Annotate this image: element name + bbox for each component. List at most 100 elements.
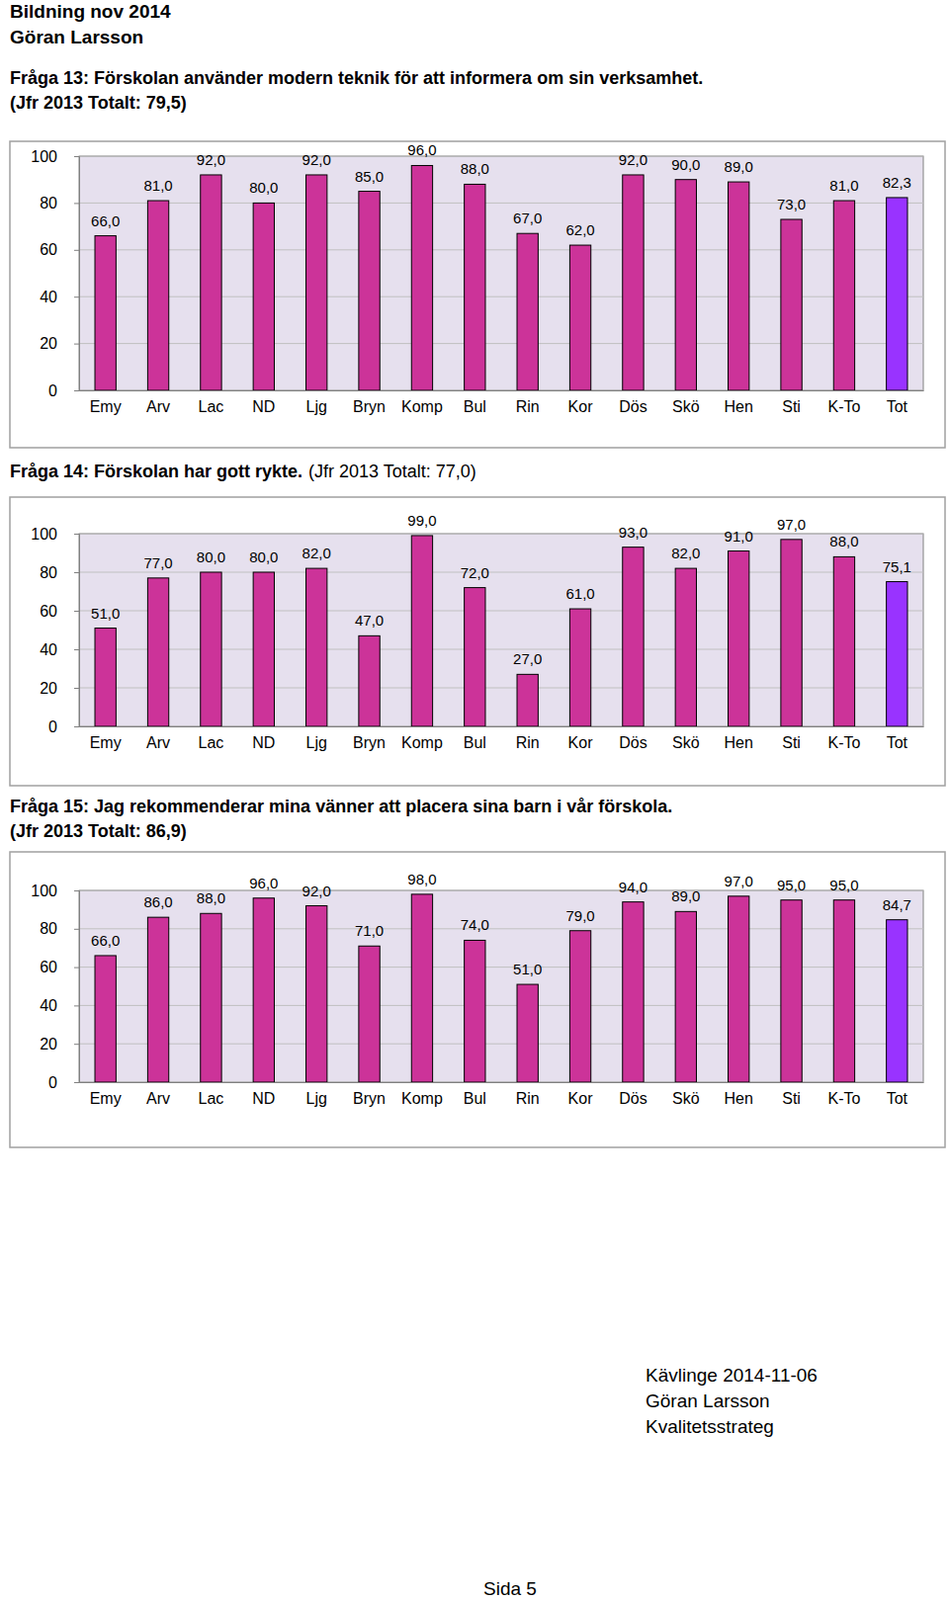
y-tick-mark xyxy=(74,344,80,346)
y-axis-line xyxy=(74,891,81,1084)
x-tick-label: Ljg xyxy=(306,398,328,416)
y-tick-label: 100 xyxy=(30,882,58,900)
x-tick: Bul xyxy=(463,1082,487,1108)
x-tick-label: Bryn xyxy=(352,734,386,752)
x-tick-label: Emy xyxy=(89,734,122,752)
bar xyxy=(569,245,591,391)
y-tick-label: 60 xyxy=(39,241,58,259)
data-label: 89,0 xyxy=(671,887,700,905)
y-axis: 020406080100 xyxy=(30,525,80,736)
y-tick: 100 xyxy=(30,882,80,900)
x-tick-label: Skö xyxy=(672,398,700,416)
bar xyxy=(728,551,750,727)
data-label: 81,0 xyxy=(829,176,859,194)
y-tick-mark xyxy=(74,202,80,204)
x-tick: Kor xyxy=(568,390,595,416)
x-tick: Lac xyxy=(198,390,225,416)
y-tick-label: 60 xyxy=(39,958,58,976)
x-tick: Arv xyxy=(146,726,171,752)
y-tick-label: 20 xyxy=(39,680,58,697)
data-label: 61,0 xyxy=(565,585,595,603)
x-tick: Kor xyxy=(568,726,595,752)
y-axis: 020406080100 xyxy=(30,148,80,400)
x-tick-label: Sti xyxy=(781,734,801,752)
y-tick: 60 xyxy=(39,958,80,976)
x-tick-label: Bul xyxy=(463,398,487,416)
y-tick: 20 xyxy=(39,1035,80,1053)
bar xyxy=(833,900,855,1083)
bar xyxy=(780,539,802,727)
data-label: 86,0 xyxy=(143,893,173,911)
x-tick-label: Sti xyxy=(781,398,801,416)
y-tick-mark xyxy=(74,967,80,969)
x-tick: Tot xyxy=(886,390,909,416)
x-axis-line xyxy=(80,390,925,392)
y-tick-mark xyxy=(74,533,80,535)
x-tick: Hen xyxy=(724,726,754,752)
x-tick-label: Komp xyxy=(401,1090,443,1108)
data-label: 82,0 xyxy=(302,544,332,562)
x-tick-label: Lac xyxy=(198,1090,225,1108)
x-tick: Komp xyxy=(401,726,443,752)
y-tick-mark xyxy=(74,1043,80,1045)
y-tick-label: 80 xyxy=(39,194,58,212)
data-label: 97,0 xyxy=(776,516,806,533)
y-tick-mark xyxy=(74,250,80,252)
y-tick-mark xyxy=(74,929,80,931)
bar xyxy=(780,219,802,391)
x-tick: ND xyxy=(252,390,275,416)
chart-subtitle: (Jfr 2013 Totalt: 86,9) xyxy=(9,821,187,842)
data-label: 96,0 xyxy=(407,141,436,159)
bar xyxy=(94,628,116,727)
x-tick: Tot xyxy=(886,726,909,752)
x-tick: Skö xyxy=(672,390,700,416)
data-label: 91,0 xyxy=(724,527,754,545)
bar xyxy=(517,674,538,727)
data-label: 88,0 xyxy=(460,160,490,177)
bar xyxy=(622,547,644,727)
bar xyxy=(675,568,696,727)
x-tick: Bul xyxy=(463,726,487,752)
x-tick: Ljg xyxy=(306,390,328,416)
x-tick: Sti xyxy=(781,1082,801,1108)
footer-line: Göran Larsson xyxy=(645,1390,771,1412)
y-tick-label: 0 xyxy=(48,382,58,400)
x-tick-label: Arv xyxy=(146,398,171,416)
x-tick: Lac xyxy=(198,726,225,752)
y-tick: 80 xyxy=(39,564,80,582)
bar xyxy=(358,946,380,1083)
y-tick: 0 xyxy=(48,1074,80,1092)
x-tick-label: Skö xyxy=(672,734,700,752)
y-tick-mark xyxy=(74,1082,80,1084)
chart-subtitle: (Jfr 2013 Totalt: 79,5) xyxy=(9,92,187,113)
footer-line: Kvalitetsstrateg xyxy=(645,1416,775,1438)
y-tick-mark xyxy=(74,610,80,612)
y-tick-label: 0 xyxy=(48,718,58,736)
data-label: 85,0 xyxy=(354,168,384,185)
y-tick-label: 80 xyxy=(39,564,58,582)
x-tick: K-To xyxy=(827,390,861,416)
data-label: 92,0 xyxy=(302,151,332,169)
y-tick: 40 xyxy=(39,641,80,659)
plot-area xyxy=(79,533,924,727)
data-label: 89,0 xyxy=(724,158,754,175)
y-tick: 40 xyxy=(39,288,80,306)
x-tick: Dös xyxy=(618,1082,647,1108)
data-label: 88,0 xyxy=(196,889,226,907)
bar xyxy=(358,191,380,391)
data-label: 73,0 xyxy=(776,195,806,213)
y-tick: 0 xyxy=(48,382,80,400)
y-tick: 80 xyxy=(39,194,80,212)
y-tick-label: 100 xyxy=(30,525,58,543)
x-tick: Rin xyxy=(516,390,540,416)
x-tick-label: Arv xyxy=(146,734,171,752)
y-tick: 60 xyxy=(39,241,80,259)
data-label: 82,0 xyxy=(671,544,700,562)
data-label: 95,0 xyxy=(829,876,859,894)
data-label: 66,0 xyxy=(90,212,120,230)
bar xyxy=(94,236,116,391)
bar xyxy=(728,896,750,1083)
y-tick-label: 40 xyxy=(39,997,58,1015)
bars xyxy=(94,894,908,1083)
x-tick: ND xyxy=(252,726,275,752)
